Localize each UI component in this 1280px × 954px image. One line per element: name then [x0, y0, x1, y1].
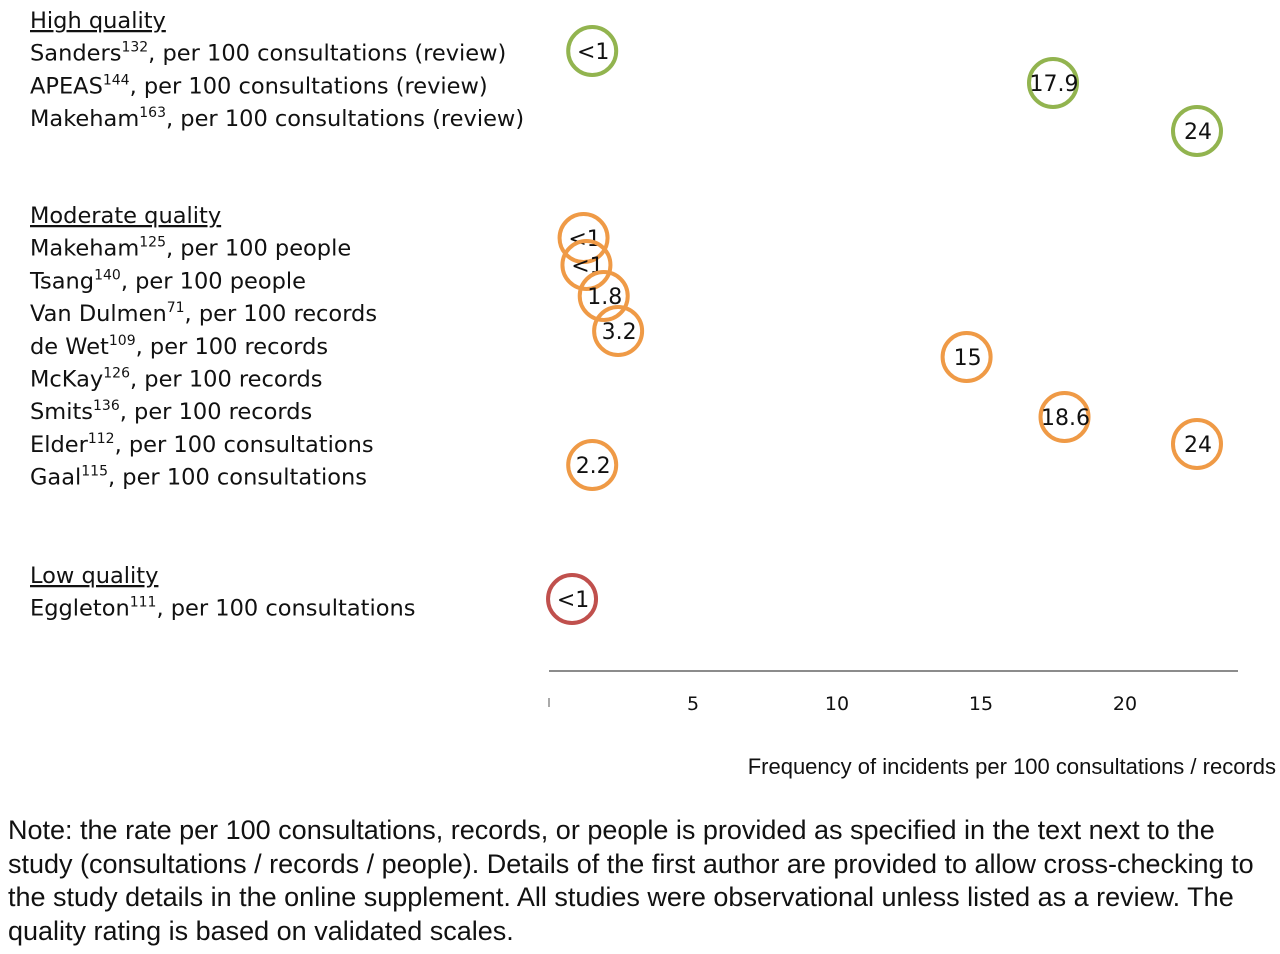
group-header: High quality — [30, 8, 166, 34]
study-label: Sanders132, per 100 consultations (revie… — [30, 40, 506, 67]
study-label: Elder112, per 100 consultations — [30, 431, 374, 458]
data-point-label: 15 — [954, 346, 982, 371]
group-header: Moderate quality — [30, 203, 221, 229]
data-point-label: 17.9 — [1030, 72, 1079, 97]
study-label: Makeham125, per 100 people — [30, 235, 351, 262]
data-point-marker — [1038, 391, 1091, 443]
study-label: Smits136, per 100 records — [30, 398, 312, 425]
data-point-label: <1 — [577, 40, 609, 65]
study-label: de Wet109, per 100 records — [30, 333, 328, 360]
x-tick-label: 10 — [825, 693, 849, 715]
data-point-marker — [592, 305, 645, 357]
data-point-label: 3.2 — [602, 320, 637, 345]
data-point-label: 18.6 — [1041, 406, 1090, 431]
figure-note: Note: the rate per 100 consultations, re… — [8, 815, 1254, 946]
x-axis-label: Frequency of incidents per 100 consultat… — [748, 754, 1276, 779]
data-point-marker — [1027, 57, 1079, 109]
data-point-marker — [560, 239, 613, 291]
study-label: Tsang140, per 100 people — [29, 267, 306, 294]
study-label: Makeham163, per 100 consultations (revie… — [30, 105, 524, 132]
study-labels: High quality Sanders132, per 100 consulta… — [29, 8, 524, 622]
study-label: Gaal115, per 100 consultations — [30, 464, 367, 491]
incident-frequency-chart: High quality Sanders132, per 100 consulta… — [29, 8, 1276, 779]
x-axis: 5 10 15 20 — [548, 670, 1238, 715]
data-point-label: 24 — [1184, 433, 1212, 458]
data-point-marker — [566, 25, 619, 77]
data-point-marker — [940, 331, 993, 383]
data-point-marker — [577, 270, 630, 322]
data-point-marker — [566, 439, 619, 491]
data-point-label: 2.2 — [576, 454, 611, 479]
data-point-label: <1 — [571, 254, 603, 279]
x-tick-label: 20 — [1113, 693, 1137, 715]
study-label: APEAS144, per 100 consultations (review) — [30, 72, 488, 99]
x-tick-label: 15 — [969, 693, 993, 715]
data-point-marker — [557, 212, 610, 264]
study-label: Eggleton111, per 100 consultations — [30, 595, 415, 622]
group-header: Low quality — [30, 563, 158, 589]
data-point-label: 24 — [1184, 120, 1212, 145]
data-point-marker — [1171, 418, 1223, 470]
x-tick-label: 5 — [687, 693, 699, 715]
study-label: McKay126, per 100 records — [30, 366, 323, 393]
data-point-marker — [1171, 105, 1223, 157]
study-label: Van Dulmen71, per 100 records — [30, 300, 377, 327]
data-point-label: <1 — [557, 588, 589, 613]
data-point-marker — [546, 573, 599, 625]
